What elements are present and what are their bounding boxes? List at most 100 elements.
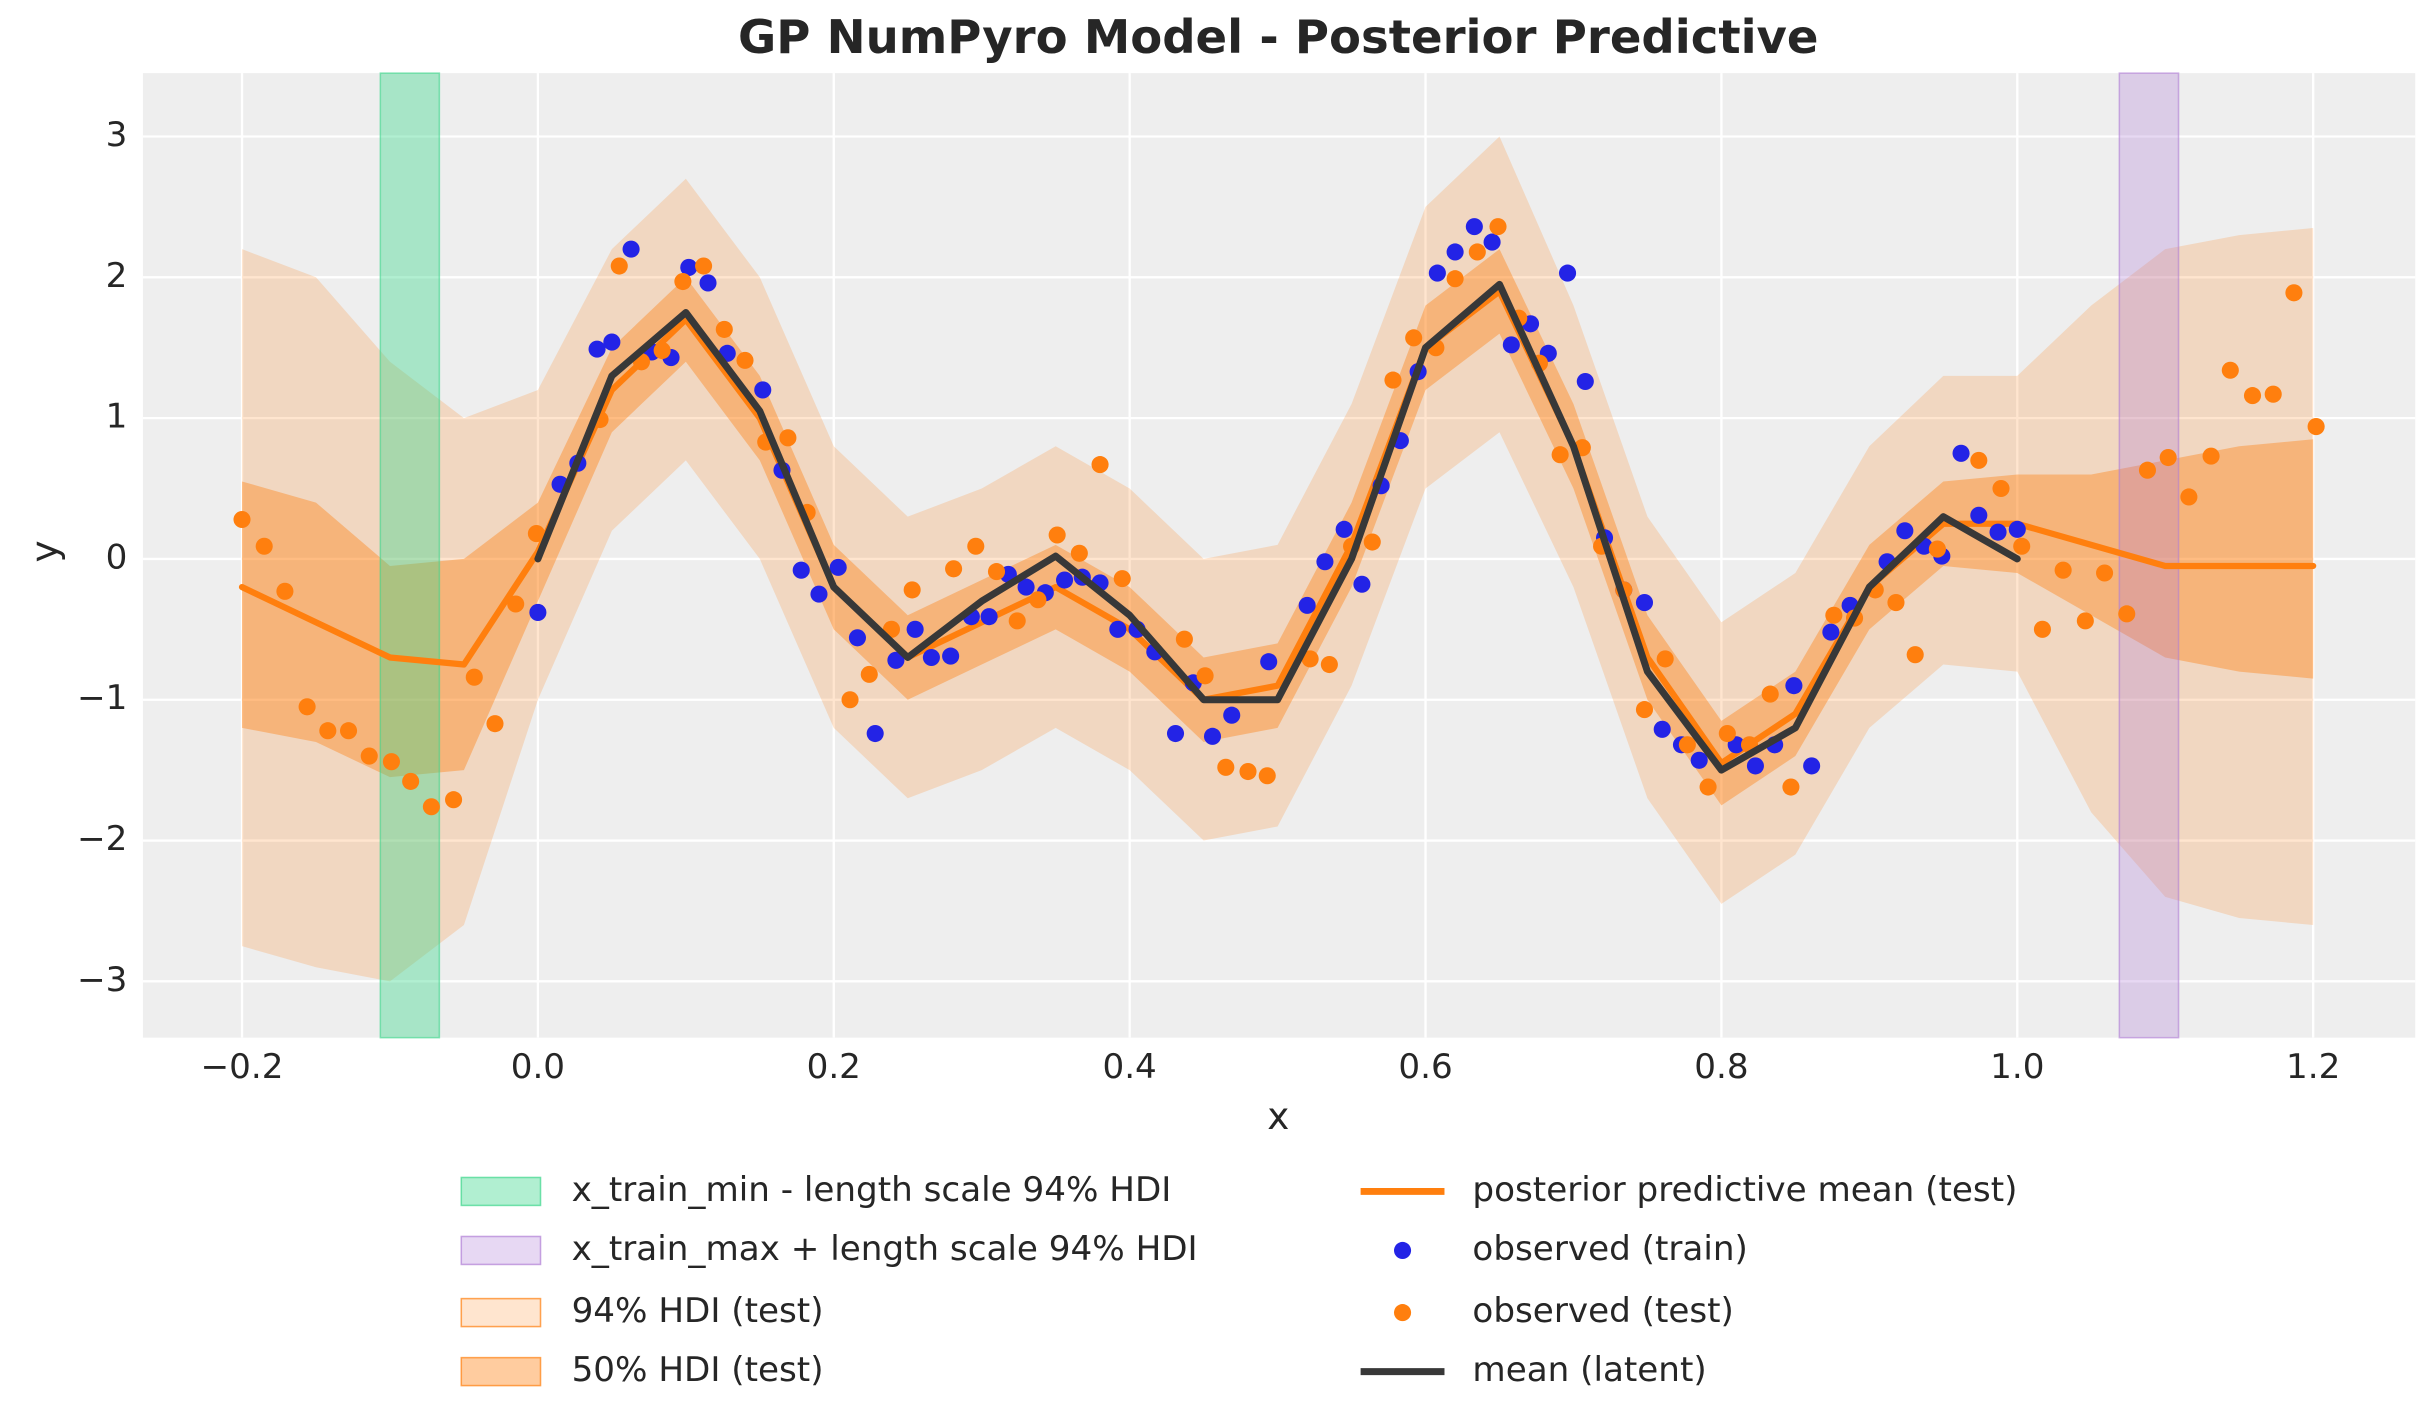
point	[2013, 537, 2031, 555]
x-tick-label: 1.2	[2286, 1047, 2340, 1087]
point	[1048, 526, 1066, 544]
point	[360, 747, 378, 765]
y-tick-label: 0	[106, 537, 128, 577]
point	[829, 558, 847, 576]
point	[887, 651, 905, 669]
y-axis-label: y	[22, 540, 66, 562]
point	[1678, 736, 1696, 754]
point	[1465, 218, 1483, 236]
point	[2180, 488, 2198, 506]
legend-label: x_train_min - length scale 94% HDI	[572, 1170, 1172, 1210]
point	[1446, 270, 1464, 288]
point	[1363, 533, 1381, 551]
point	[1952, 444, 1970, 462]
point	[680, 258, 698, 276]
x-tick-label: 0.6	[1398, 1047, 1452, 1087]
point	[967, 537, 985, 555]
point	[1113, 570, 1131, 588]
point	[2096, 564, 2114, 582]
point	[942, 647, 960, 665]
point	[1239, 763, 1257, 781]
point	[445, 791, 463, 809]
chart-title: GP NumPyro Model - Posterior Predictive	[738, 10, 1818, 64]
point	[1887, 594, 1905, 612]
point	[1260, 653, 1278, 671]
x-tick-label: 0.0	[511, 1047, 565, 1087]
point	[674, 272, 692, 291]
x-span	[379, 72, 441, 1039]
y-tick-label: 1	[106, 397, 128, 437]
plot-area	[142, 73, 2416, 1038]
point	[1992, 479, 2010, 498]
point	[529, 603, 547, 621]
point	[2243, 387, 2262, 405]
point	[1825, 606, 1843, 624]
point	[1635, 594, 1654, 612]
x-tick-label: −0.2	[201, 1047, 284, 1087]
point	[1785, 677, 1803, 695]
point	[2285, 284, 2303, 302]
point	[754, 381, 772, 399]
legend-label: x_train_max + length scale 94% HDI	[572, 1229, 1198, 1269]
point	[1446, 243, 1464, 261]
y-tick-label: 2	[106, 256, 128, 296]
x-tick-label: 0.4	[1102, 1047, 1156, 1087]
point	[382, 753, 400, 771]
point	[903, 581, 921, 599]
legend-label: 50% HDI (test)	[572, 1350, 824, 1390]
point	[1405, 329, 1423, 347]
point	[736, 351, 754, 369]
point	[1483, 233, 1501, 251]
point	[1970, 506, 1988, 524]
point	[1196, 667, 1214, 685]
point	[1335, 520, 1353, 538]
point	[527, 525, 545, 543]
point	[699, 274, 717, 292]
point	[2054, 561, 2072, 579]
point	[1109, 620, 1127, 638]
point	[2221, 361, 2239, 379]
point	[1718, 724, 1736, 743]
y-tick-label: 3	[106, 115, 128, 155]
point	[1217, 758, 1235, 776]
point	[1223, 706, 1241, 724]
point	[588, 340, 606, 358]
point	[1653, 720, 1671, 738]
x-axis-label: x	[1267, 1094, 1289, 1138]
point	[2159, 448, 2177, 467]
point	[1690, 751, 1708, 769]
point	[1928, 540, 1946, 558]
point	[1489, 218, 1507, 236]
y-tick-label: −2	[77, 819, 127, 859]
point	[1029, 591, 1047, 609]
point	[1056, 571, 1074, 589]
x-tick-label: 0.8	[1694, 1047, 1748, 1087]
point	[2264, 385, 2282, 403]
point	[465, 668, 483, 686]
point	[233, 510, 251, 529]
point	[1761, 685, 1779, 703]
x-tick-label: 1.0	[1990, 1047, 2044, 1087]
legend-swatch	[1394, 1241, 1412, 1260]
point	[1008, 612, 1026, 630]
point	[1468, 243, 1486, 261]
legend-label: observed (test)	[1472, 1291, 1733, 1331]
point	[1258, 767, 1276, 785]
point	[2307, 418, 2325, 436]
point	[1384, 371, 1402, 389]
point	[1203, 727, 1222, 745]
point	[2202, 447, 2220, 465]
point	[1551, 446, 1569, 464]
point	[1316, 553, 1334, 571]
point	[1353, 575, 1371, 593]
point	[1091, 456, 1109, 474]
point	[622, 240, 640, 258]
legend-label: posterior predictive mean (test)	[1472, 1170, 2017, 1210]
point	[276, 582, 294, 600]
point	[1070, 544, 1088, 562]
point	[2076, 612, 2094, 630]
point	[1803, 757, 1821, 775]
point	[945, 560, 963, 578]
point	[1320, 655, 1338, 674]
